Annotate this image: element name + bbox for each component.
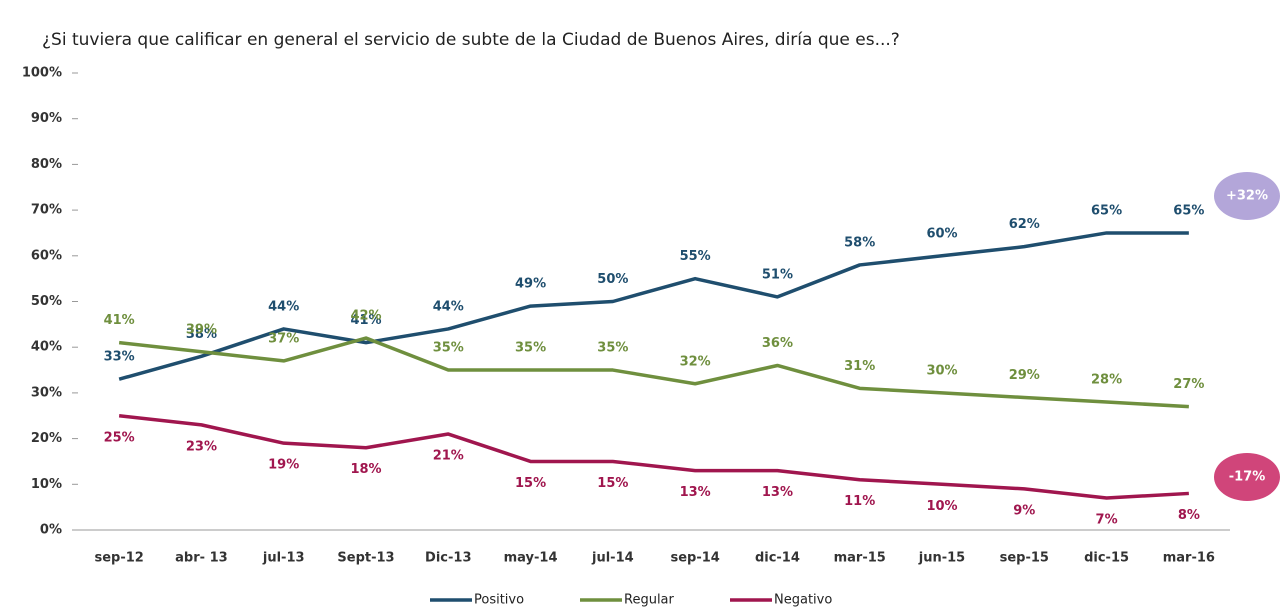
annotation-text: +32% <box>1226 189 1268 204</box>
y-tick-label: 30% <box>31 385 62 400</box>
data-label: 55% <box>680 249 711 264</box>
y-tick-label: 80% <box>31 157 62 172</box>
data-label: 28% <box>1091 373 1122 388</box>
data-label: 35% <box>597 341 628 356</box>
x-tick-label: mar-16 <box>1163 551 1215 566</box>
data-label: 13% <box>762 485 793 500</box>
data-label: 18% <box>350 462 381 477</box>
data-label: 44% <box>268 299 299 314</box>
data-label: 35% <box>433 341 464 356</box>
data-label: 11% <box>844 494 875 509</box>
data-label: 8% <box>1178 508 1200 523</box>
x-tick-label: sep-12 <box>94 551 143 566</box>
legend-label: Positivo <box>474 593 524 608</box>
y-tick-label: 50% <box>31 294 62 309</box>
x-tick-label: sep-15 <box>1000 551 1049 566</box>
data-label: 62% <box>1009 217 1040 232</box>
data-label: 9% <box>1013 503 1035 518</box>
data-label: 32% <box>680 354 711 369</box>
annotation-text: -17% <box>1229 470 1266 485</box>
x-tick-label: jul-13 <box>262 551 305 566</box>
data-label: 65% <box>1173 203 1204 218</box>
data-label: 23% <box>186 439 217 454</box>
y-tick-label: 40% <box>31 340 62 355</box>
data-label: 44% <box>433 299 464 314</box>
data-label: 7% <box>1096 513 1118 528</box>
x-tick-label: jun-15 <box>918 551 965 566</box>
x-tick-label: Sept-13 <box>337 551 394 566</box>
data-label: 21% <box>433 449 464 464</box>
data-label: 30% <box>926 363 957 378</box>
data-label: 29% <box>1009 368 1040 383</box>
data-label: 15% <box>597 476 628 491</box>
data-label: 50% <box>597 272 628 287</box>
x-tick-label: abr- 13 <box>175 551 228 566</box>
chart-title: ¿Si tuviera que calificar en general el … <box>42 30 900 50</box>
x-tick-label: sep-14 <box>670 551 719 566</box>
data-label: 33% <box>104 350 135 365</box>
data-label: 35% <box>515 341 546 356</box>
data-label: 31% <box>844 359 875 374</box>
data-label: 27% <box>1173 377 1204 392</box>
legend-label: Negativo <box>774 593 832 608</box>
data-label: 49% <box>515 277 546 292</box>
x-tick-label: mar-15 <box>834 551 886 566</box>
data-label: 60% <box>926 226 957 241</box>
y-tick-label: 70% <box>31 203 62 218</box>
data-label: 65% <box>1091 203 1122 218</box>
data-label: 25% <box>104 430 135 445</box>
x-tick-label: jul-14 <box>591 551 634 566</box>
data-label: 15% <box>515 476 546 491</box>
data-label: 19% <box>268 458 299 473</box>
chart: ¿Si tuviera que calificar en general el … <box>0 0 1281 610</box>
x-tick-label: dic-14 <box>755 551 800 566</box>
data-label: 41% <box>104 313 135 328</box>
data-label: 39% <box>186 322 217 337</box>
x-tick-label: Dic-13 <box>425 551 471 566</box>
x-tick-label: dic-15 <box>1084 551 1129 566</box>
data-label: 58% <box>844 235 875 250</box>
data-label: 42% <box>350 309 381 324</box>
data-label: 37% <box>268 331 299 346</box>
data-label: 13% <box>680 485 711 500</box>
y-tick-label: 10% <box>31 477 62 492</box>
y-tick-label: 100% <box>22 66 62 81</box>
data-label: 10% <box>926 499 957 514</box>
y-tick-label: 20% <box>31 431 62 446</box>
data-label: 36% <box>762 336 793 351</box>
data-label: 51% <box>762 267 793 282</box>
y-tick-label: 90% <box>31 111 62 126</box>
legend-label: Regular <box>624 593 675 608</box>
x-tick-label: may-14 <box>504 551 558 566</box>
y-tick-label: 0% <box>40 523 62 538</box>
y-tick-label: 60% <box>31 248 62 263</box>
